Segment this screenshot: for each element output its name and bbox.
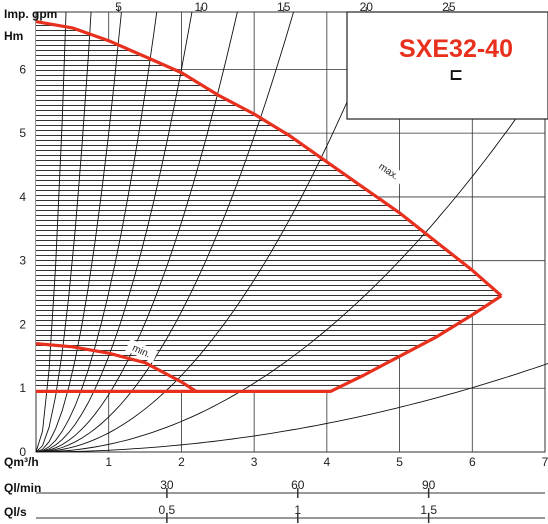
x-axis-label: Qm³/h <box>4 455 39 469</box>
top-axis-label: Imp. gpm <box>4 7 57 21</box>
lmin-tick-label: 30 <box>160 478 174 492</box>
axis-labels: 0 1 2 3 4 5 6 1 2 3 4 5 6 7 5 10 15 20 25 30 60 90 0,5 1 1,5 Imp.… <box>4 0 548 519</box>
lmin-tick-label: 90 <box>422 478 436 492</box>
system-curve <box>36 362 548 452</box>
max-curve <box>35 20 503 298</box>
y-tick-label: 4 <box>19 190 26 204</box>
min-label-bg <box>125 338 158 363</box>
gpm-tick-label: 10 <box>194 0 208 14</box>
x-tick-label: 4 <box>324 455 331 469</box>
y-tick-label: 0 <box>19 445 26 459</box>
gpm-tick-label: 5 <box>115 0 122 14</box>
y-axis-label: Hm <box>4 29 23 43</box>
system-curve <box>36 12 158 452</box>
x-tick-label: 6 <box>469 455 476 469</box>
ls-tick-label: 0,5 <box>159 503 176 517</box>
pump-symbol: ⊏ <box>449 65 463 85</box>
max-label-bg <box>373 157 406 186</box>
lower-limit-curve <box>36 294 503 393</box>
x-tick-label: 2 <box>178 455 185 469</box>
title-box <box>346 11 548 120</box>
system-curve <box>36 12 294 452</box>
operating-area-hatch <box>36 21 502 392</box>
system-curves <box>36 12 548 452</box>
min-curve <box>35 342 197 393</box>
lmin-tick-label: 60 <box>291 478 305 492</box>
chart-title: SXE32-40 <box>399 35 513 63</box>
gpm-tick-label: 25 <box>442 0 456 14</box>
lmin-axis-label: Ql/min <box>4 481 41 495</box>
x-tick-label: 1 <box>105 455 112 469</box>
system-curve <box>36 12 193 452</box>
y-tick-label: 3 <box>19 254 26 268</box>
x-tick-label: 5 <box>396 455 403 469</box>
y-tick-label: 1 <box>19 381 26 395</box>
y-tick-label: 2 <box>19 317 26 331</box>
gpm-tick-label: 20 <box>360 0 374 14</box>
x-tick-label: 3 <box>251 455 258 469</box>
y-tick-label: 5 <box>19 126 26 140</box>
pump-curves <box>35 20 503 393</box>
ls-axis-label: Ql/s <box>4 505 27 519</box>
y-tick-label: 6 <box>19 62 26 76</box>
x-tick-label: 7 <box>542 455 548 469</box>
gpm-tick-label: 15 <box>277 0 291 14</box>
system-curve <box>36 12 386 452</box>
ls-tick-label: 1 <box>294 503 301 517</box>
ls-tick-label: 1,5 <box>420 503 437 517</box>
system-curve <box>36 71 548 452</box>
system-curve <box>36 12 238 452</box>
